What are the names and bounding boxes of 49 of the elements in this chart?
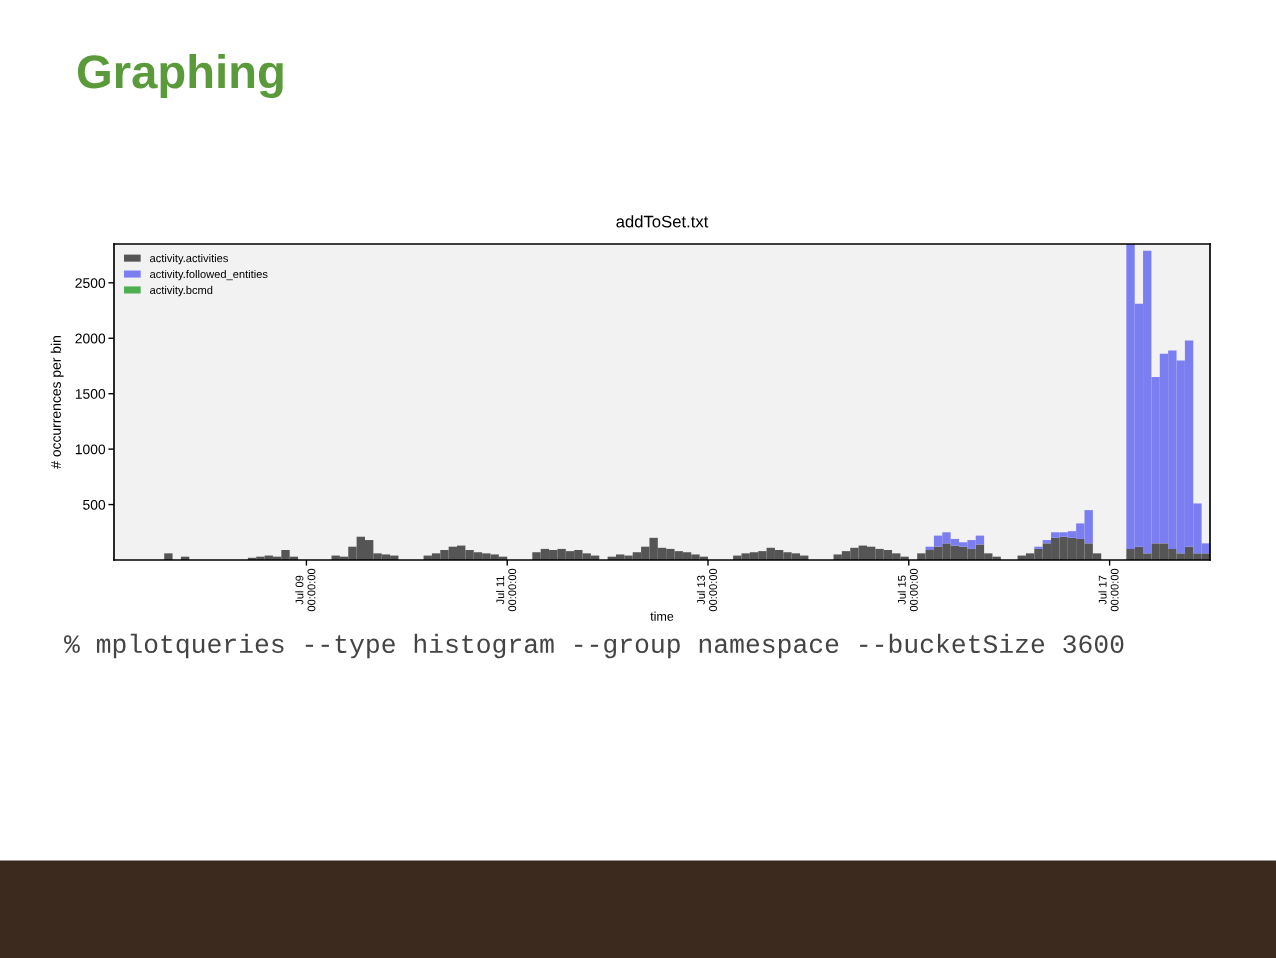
bar xyxy=(1042,543,1052,560)
bar xyxy=(465,550,474,560)
bar xyxy=(440,550,449,560)
bar xyxy=(666,548,675,560)
bar xyxy=(1143,250,1152,554)
bar xyxy=(1067,537,1077,560)
bar xyxy=(1067,531,1077,538)
bar xyxy=(933,535,943,547)
bar xyxy=(917,553,926,560)
bar xyxy=(1159,543,1169,560)
bar xyxy=(967,540,976,549)
chart-title: Graphing xyxy=(77,53,283,99)
text: % mplotqueries --type histogram --group namespace --bucketSize 3600 xyxy=(64,633,1124,659)
bar xyxy=(364,540,374,560)
bar xyxy=(875,548,884,560)
bar xyxy=(490,554,499,560)
bar xyxy=(1184,340,1194,547)
bar xyxy=(1193,553,1202,560)
bar xyxy=(649,537,658,560)
bar xyxy=(1084,510,1093,544)
bar xyxy=(1126,244,1135,549)
bar xyxy=(356,536,365,560)
bar xyxy=(1168,548,1177,560)
bar xyxy=(975,544,985,560)
bar xyxy=(1159,353,1169,544)
chart-subtitle: addToSet.txt xyxy=(616,215,709,228)
bar xyxy=(741,553,750,560)
bar xyxy=(691,554,700,560)
bar xyxy=(1126,548,1135,560)
bar xyxy=(758,551,767,560)
bar xyxy=(532,552,541,560)
bar xyxy=(557,548,566,560)
bar xyxy=(942,532,951,544)
bar xyxy=(950,538,960,546)
bar xyxy=(967,548,976,560)
bar xyxy=(1084,543,1093,560)
bar xyxy=(1034,548,1043,560)
bar xyxy=(783,552,792,560)
bar xyxy=(942,543,951,560)
bar xyxy=(1059,536,1068,560)
bar xyxy=(1168,350,1177,549)
bar xyxy=(164,553,173,560)
bar xyxy=(1051,532,1060,538)
bar xyxy=(850,547,859,560)
bar xyxy=(1076,538,1085,560)
bar xyxy=(281,550,290,560)
bar xyxy=(1051,537,1060,560)
bar xyxy=(574,550,583,560)
bar xyxy=(1151,543,1160,560)
